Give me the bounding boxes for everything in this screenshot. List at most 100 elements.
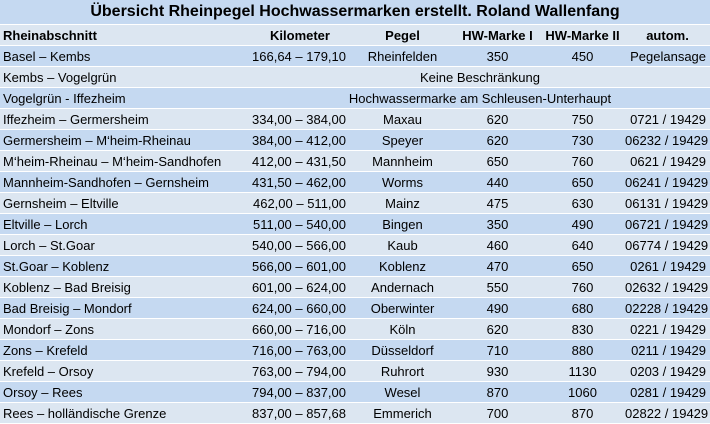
cell-hw2: 1130 <box>540 360 625 382</box>
cell-hw2: 730 <box>540 129 625 151</box>
cell-autom: 02632 / 19429 <box>625 276 710 298</box>
cell-pegel: Maxau <box>350 108 455 130</box>
cell-abschnitt: Iffezheim – Germersheim <box>0 108 250 130</box>
cell-kilometer: 166,64 – 179,10 <box>250 45 350 67</box>
cell-abschnitt: Vogelgrün - Iffezheim <box>0 87 250 109</box>
cell-note: Hochwassermarke am Schleusen-Unterhaupt <box>250 87 710 109</box>
cell-abschnitt: Lorch – St.Goar <box>0 234 250 256</box>
cell-hw1: 930 <box>455 360 540 382</box>
cell-pegel: Rheinfelden <box>350 45 455 67</box>
col-header-autom: autom. <box>625 24 710 46</box>
cell-pegel: Speyer <box>350 129 455 151</box>
cell-hw1: 620 <box>455 318 540 340</box>
cell-autom: 0721 / 19429 <box>625 108 710 130</box>
sheet-title: Übersicht Rheinpegel Hochwassermarken er… <box>0 0 710 25</box>
table-row-special: Vogelgrün - Iffezheim Hochwassermarke am… <box>0 87 710 109</box>
table-row-special: Kembs – Vogelgrün Keine Beschränkung <box>0 66 710 88</box>
cell-note: Keine Beschränkung <box>250 66 710 88</box>
cell-hw1: 490 <box>455 297 540 319</box>
col-header-abschnitt: Rheinabschnitt <box>0 24 250 46</box>
table-row: Basel – Kembs 166,64 – 179,10 Rheinfelde… <box>0 45 710 67</box>
cell-kilometer: 763,00 – 794,00 <box>250 360 350 382</box>
table-row: M‘heim-Rheinau – M‘heim-Sandhofen 412,00 … <box>0 150 710 172</box>
cell-autom: 0281 / 19429 <box>625 381 710 403</box>
cell-hw1: 550 <box>455 276 540 298</box>
cell-pegel: Oberwinter <box>350 297 455 319</box>
cell-hw2: 650 <box>540 171 625 193</box>
cell-pegel: Wesel <box>350 381 455 403</box>
col-header-pegel: Pegel <box>350 24 455 46</box>
table-row: Germersheim – M‘heim-Rheinau 384,00 – 412… <box>0 129 710 151</box>
title-row: Übersicht Rheinpegel Hochwassermarken er… <box>0 0 710 25</box>
cell-kilometer: 716,00 – 763,00 <box>250 339 350 361</box>
cell-hw1: 475 <box>455 192 540 214</box>
cell-hw1: 350 <box>455 213 540 235</box>
cell-pegel: Köln <box>350 318 455 340</box>
cell-hw1: 620 <box>455 129 540 151</box>
cell-pegel: Bingen <box>350 213 455 235</box>
cell-autom: 06131 / 19429 <box>625 192 710 214</box>
cell-abschnitt: Germersheim – M‘heim-Rheinau <box>0 129 250 151</box>
cell-hw2: 760 <box>540 150 625 172</box>
cell-autom: 06721 / 19429 <box>625 213 710 235</box>
cell-pegel: Ruhrort <box>350 360 455 382</box>
cell-kilometer: 601,00 – 624,00 <box>250 276 350 298</box>
cell-autom: 06232 / 19429 <box>625 129 710 151</box>
cell-kilometer: 412,00 – 431,50 <box>250 150 350 172</box>
cell-hw1: 710 <box>455 339 540 361</box>
cell-abschnitt: M‘heim-Rheinau – M‘heim-Sandhofen <box>0 150 250 172</box>
cell-autom: 0261 / 19429 <box>625 255 710 277</box>
cell-hw1: 620 <box>455 108 540 130</box>
col-header-hw2: HW-Marke II <box>540 24 625 46</box>
cell-autom: 0203 / 19429 <box>625 360 710 382</box>
cell-hw2: 640 <box>540 234 625 256</box>
cell-hw1: 350 <box>455 45 540 67</box>
table-row: Mannheim-Sandhofen – Gernsheim 431,50 – 4… <box>0 171 710 193</box>
cell-abschnitt: Mannheim-Sandhofen – Gernsheim <box>0 171 250 193</box>
cell-abschnitt: St.Goar – Koblenz <box>0 255 250 277</box>
cell-kilometer: 334,00 – 384,00 <box>250 108 350 130</box>
cell-autom: 06241 / 19429 <box>625 171 710 193</box>
cell-kilometer: 624,00 – 660,00 <box>250 297 350 319</box>
cell-abschnitt: Orsoy – Rees <box>0 381 250 403</box>
cell-hw1: 460 <box>455 234 540 256</box>
cell-hw1: 650 <box>455 150 540 172</box>
cell-abschnitt: Basel – Kembs <box>0 45 250 67</box>
cell-hw1: 870 <box>455 381 540 403</box>
cell-kilometer: 794,00 – 837,00 <box>250 381 350 403</box>
cell-kilometer: 384,00 – 412,00 <box>250 129 350 151</box>
cell-abschnitt: Mondorf – Zons <box>0 318 250 340</box>
cell-autom: 0221 / 19429 <box>625 318 710 340</box>
cell-autom: 0621 / 19429 <box>625 150 710 172</box>
cell-hw2: 830 <box>540 318 625 340</box>
table-row: Lorch – St.Goar 540,00 – 566,00 Kaub 460 640… <box>0 234 710 256</box>
cell-pegel: Koblenz <box>350 255 455 277</box>
cell-hw1: 470 <box>455 255 540 277</box>
cell-kilometer: 431,50 – 462,00 <box>250 171 350 193</box>
col-header-hw1: HW-Marke I <box>455 24 540 46</box>
table-row: Mondorf – Zons 660,00 – 716,00 Köln 620 830 0… <box>0 318 710 340</box>
table-row: St.Goar – Koblenz 566,00 – 601,00 Koblenz 4… <box>0 255 710 277</box>
cell-autom: Pegelansage <box>625 45 710 67</box>
cell-pegel: Kaub <box>350 234 455 256</box>
cell-abschnitt: Zons – Krefeld <box>0 339 250 361</box>
table-row: Eltville – Lorch 511,00 – 540,00 Bingen 350… <box>0 213 710 235</box>
cell-kilometer: 660,00 – 716,00 <box>250 318 350 340</box>
cell-kilometer: 462,00 – 511,00 <box>250 192 350 214</box>
table-row: Orsoy – Rees 794,00 – 837,00 Wesel 870 1060 0… <box>0 381 710 403</box>
cell-kilometer: 540,00 – 566,00 <box>250 234 350 256</box>
cell-abschnitt: Bad Breisig – Mondorf <box>0 297 250 319</box>
cell-pegel: Andernach <box>350 276 455 298</box>
table-row: Iffezheim – Germersheim 334,00 – 384,00 Ma… <box>0 108 710 130</box>
col-header-kilometer: Kilometer <box>250 24 350 46</box>
cell-kilometer: 511,00 – 540,00 <box>250 213 350 235</box>
cell-hw2: 760 <box>540 276 625 298</box>
cell-autom: 06774 / 19429 <box>625 234 710 256</box>
table-row: Gernsheim – Eltville 462,00 – 511,00 Mainz… <box>0 192 710 214</box>
cell-abschnitt: Eltville – Lorch <box>0 213 250 235</box>
cell-pegel: Worms <box>350 171 455 193</box>
cell-pegel: Mannheim <box>350 150 455 172</box>
table-row: Krefeld – Orsoy 763,00 – 794,00 Ruhrort 930… <box>0 360 710 382</box>
table-row: Zons – Krefeld 716,00 – 763,00 Düsseldorf 7… <box>0 339 710 361</box>
